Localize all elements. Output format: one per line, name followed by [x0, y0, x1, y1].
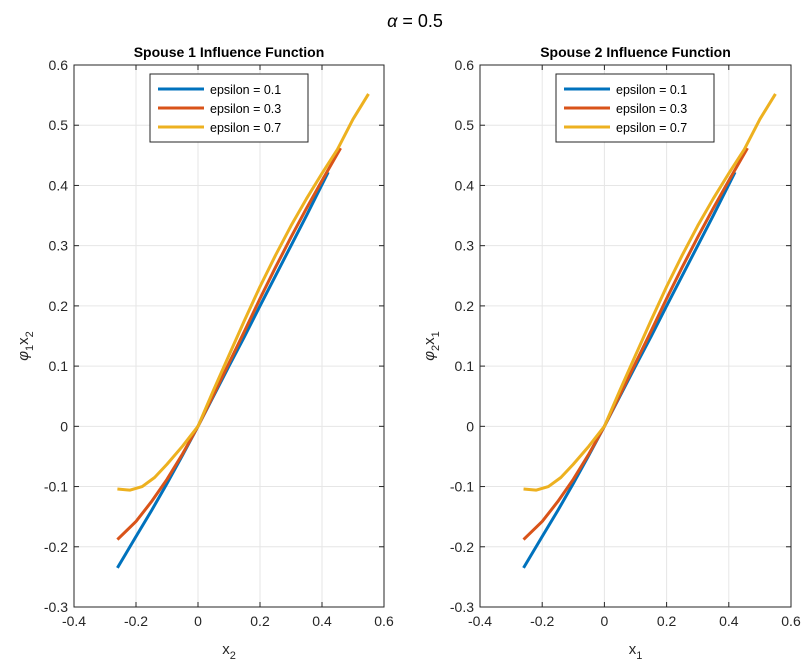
x-tick-label: 0.2 — [250, 613, 270, 629]
x-tick-label: 0.4 — [719, 613, 739, 629]
legend-label: epsilon = 0.3 — [210, 102, 281, 116]
axes-box — [479, 64, 792, 608]
x-tick-label: 0 — [194, 613, 202, 629]
y-tick-label: -0.3 — [450, 599, 474, 615]
y-tick-label: -0.1 — [450, 479, 474, 495]
y-tick-label: 0.2 — [455, 298, 475, 314]
y-tick-label: 0.3 — [455, 238, 475, 254]
legend-label: epsilon = 0.1 — [616, 83, 687, 97]
x-tick-label: -0.2 — [530, 613, 554, 629]
y-tick-label: 0.6 — [49, 57, 69, 73]
series-line-epsilon-0-7 — [523, 93, 777, 492]
y-tick-label: 0.2 — [49, 298, 69, 314]
y-tick-label: 0.4 — [49, 177, 69, 193]
x-axis-label: x2 — [222, 641, 236, 662]
y-tick-label: -0.1 — [44, 479, 68, 495]
axes-box — [73, 64, 385, 608]
y-tick-label: 0.6 — [455, 57, 475, 73]
y-tick-label: 0.1 — [455, 358, 475, 374]
y-tick-label: -0.3 — [44, 599, 68, 615]
chart-panel-2: -0.4 -0.2 0 0.2 0.4 0.6 -0.3 -0.2 -0.1 0 0.1 0.2 0.3… — [421, 44, 801, 662]
x-tick-label: 0.2 — [657, 613, 677, 629]
chart-panel-1: -0.4 -0.2 0 0.2 0.4 0.6 -0.3 -0.2 -0.1 0 0.1 0.2 0.3… — [15, 44, 394, 662]
x-tick-label: 0 — [601, 613, 609, 629]
series-line-epsilon-0-7 — [117, 93, 370, 492]
x-tick-label: -0.4 — [62, 613, 86, 629]
chart-title: Spouse 2 Influence Function — [540, 44, 731, 60]
y-tick-label: 0 — [60, 418, 68, 434]
series-line-epsilon-0-3 — [116, 147, 342, 541]
y-axis-label: φ2x1 — [421, 331, 442, 361]
legend-label: epsilon = 0.7 — [210, 121, 281, 135]
x-tick-label: -0.4 — [468, 613, 492, 629]
x-axis-label: x1 — [629, 641, 643, 662]
legend: epsilon = 0.1 epsilon = 0.3 epsilon = 0.7 — [555, 73, 715, 143]
y-tick-label: -0.2 — [44, 539, 68, 555]
series-line-epsilon-0-3 — [522, 147, 749, 541]
legend: epsilon = 0.1 epsilon = 0.3 epsilon = 0.7 — [149, 73, 309, 143]
figure-suptitle: α = 0.5 — [387, 11, 443, 31]
x-tick-label: 0.4 — [312, 613, 332, 629]
y-tick-label: 0.4 — [455, 177, 475, 193]
y-tick-label: 0.1 — [49, 358, 69, 374]
y-tick-label: 0.3 — [49, 238, 69, 254]
x-tick-label: 0.6 — [781, 613, 801, 629]
chart-title: Spouse 1 Influence Function — [134, 44, 325, 60]
x-tick-label: 0.6 — [374, 613, 394, 629]
legend-label: epsilon = 0.3 — [616, 102, 687, 116]
y-axis-label: φ1x2 — [15, 331, 36, 361]
suptitle-value: = 0.5 — [397, 11, 443, 31]
legend-label: epsilon = 0.1 — [210, 83, 281, 97]
legend-label: epsilon = 0.7 — [616, 121, 687, 135]
suptitle-alpha-symbol: α — [387, 11, 398, 31]
y-tick-label: -0.2 — [450, 539, 474, 555]
y-tick-label: 0.5 — [455, 117, 475, 133]
x-tick-label: -0.2 — [124, 613, 148, 629]
y-tick-label: 0.5 — [49, 117, 69, 133]
y-tick-label: 0 — [466, 418, 474, 434]
